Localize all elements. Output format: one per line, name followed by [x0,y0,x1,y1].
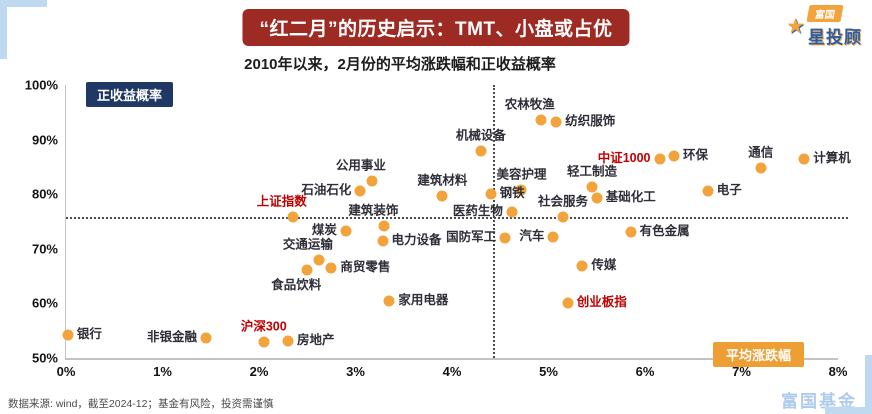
data-point-汽车 [547,231,559,243]
data-point-label: 交通运输 [282,237,333,252]
data-point-电力设备 [377,235,389,247]
corner-decoration-bottom-right [825,355,872,414]
data-point-label: 房地产 [296,332,335,347]
data-point-label: 传媒 [591,258,617,273]
data-point-机械设备 [475,145,487,157]
data-point-中证1000 [654,153,665,165]
data-point-label: 建筑材料 [417,173,468,188]
data-point-label: 上证指数 [256,194,307,209]
data-point-label: 食品饮料 [271,277,322,292]
data-point-轻工制造 [586,181,598,193]
data-point-label: 沪深300 [240,319,287,334]
data-point-label: 电力设备 [391,232,442,247]
data-point-传媒 [576,260,588,272]
data-point-基础化工 [591,192,603,204]
page-title: “红二月”的历史启示：TMT、小盘或占优 [242,9,630,46]
data-point-label: 电子 [716,183,742,198]
data-point-房地产 [282,335,294,347]
data-point-label: 银行 [76,326,102,341]
x-tick-label: 3% [346,364,365,379]
x-tick-label: 0% [56,364,76,379]
data-point-label: 基础化工 [605,190,656,205]
data-point-医药生物 [506,206,518,218]
reference-line-vertical [492,85,495,358]
data-point-电子 [702,185,714,197]
x-tick-label: 8% [828,364,848,379]
data-point-label: 石油石化 [301,183,352,198]
data-point-通信 [755,162,767,174]
data-point-非银金融 [200,332,212,344]
data-point-label: 环保 [682,148,708,163]
chart-subtitle: 2010年以来，2月份的平均涨跌幅和正收益概率 [244,56,556,73]
reference-line-horizontal [66,217,848,220]
data-point-label: 建筑装饰 [348,203,399,218]
data-point-家用电器 [383,295,395,307]
y-tick-label: 100% [24,77,58,93]
x-tick-label: 7% [732,364,751,379]
data-point-石油石化 [354,185,366,197]
y-tick-label: 80% [31,186,58,202]
data-point-label: 通信 [748,145,774,160]
data-source-note: 数据来源: wind，截至2024-12；基金有风险，投资需谨慎 [8,398,274,410]
x-tick-label: 6% [635,364,655,379]
data-point-国防军工 [499,232,511,244]
data-point-label: 轻工制造 [566,164,617,179]
data-point-label: 机械设备 [455,128,506,143]
data-point-上证指数 [287,211,299,223]
star-icon: ★ [786,15,805,38]
data-point-label: 农林牧渔 [504,97,555,112]
data-point-煤炭 [340,225,352,237]
data-point-label: 汽车 [519,228,545,243]
data-point-label: 美容护理 [496,167,547,182]
corner-decoration-top-left [0,0,47,59]
data-point-环保 [668,150,680,162]
watermark-text: 富国基金 [781,392,857,411]
data-point-label: 商贸零售 [340,260,391,275]
data-point-交通运输 [313,254,325,266]
data-point-公用事业 [366,175,378,187]
data-point-label: 国防军工 [446,230,497,244]
y-axis-title-badge: 正收益概率 [86,82,174,107]
data-point-农林牧渔 [535,114,547,126]
y-tick-label: 90% [31,132,58,148]
data-point-label: 有色金属 [639,224,690,239]
data-point-label: 非银金融 [146,330,197,345]
data-point-建筑材料 [436,190,448,202]
data-point-label: 纺织服饰 [565,114,616,129]
data-point-label: 公用事业 [335,158,386,173]
logo-brand-text: 富国 [806,5,844,22]
data-point-银行 [62,329,74,341]
data-point-label: 创业板指 [576,295,627,310]
data-point-商贸零售 [325,262,337,274]
data-point-label: 钢铁 [499,186,525,201]
x-tick-label: 4% [442,364,462,379]
y-tick-label: 50% [31,350,58,366]
data-point-建筑装饰 [378,220,390,232]
data-point-沪深300 [258,336,270,348]
logo-product-text: 星投顾 [808,28,862,47]
data-point-label: 煤炭 [311,223,337,238]
data-point-食品饮料 [301,264,313,276]
data-point-有色金属 [625,226,637,238]
data-point-label: 家用电器 [398,292,449,307]
x-axis-title-badge: 平均涨跌幅 [712,342,804,367]
y-tick-label: 70% [31,241,58,257]
x-tick-label: 5% [539,364,558,379]
data-point-label: 医药生物 [452,203,503,218]
data-point-纺织服饰 [550,116,562,128]
data-point-美容护理 [515,184,527,196]
data-point-社会服务 [557,211,569,223]
x-tick-label: 2% [249,364,269,379]
data-point-label: 社会服务 [537,194,589,209]
brand-logo: ★ 富国 星投顾 [786,5,862,48]
data-point-钢铁 [485,188,497,200]
plot-area: 正收益概率 平均涨跌幅 0% 1% 2% 3% 4% 5% 6% 7% 8% 100% 90% 80… [25,78,851,380]
data-point-label: 中证1000 [597,150,651,165]
data-point-创业板指 [562,297,574,309]
data-point-label: 计算机 [813,150,851,165]
data-point-计算机 [798,153,810,165]
y-tick-label: 60% [31,295,58,311]
x-tick-label: 1% [153,364,172,379]
